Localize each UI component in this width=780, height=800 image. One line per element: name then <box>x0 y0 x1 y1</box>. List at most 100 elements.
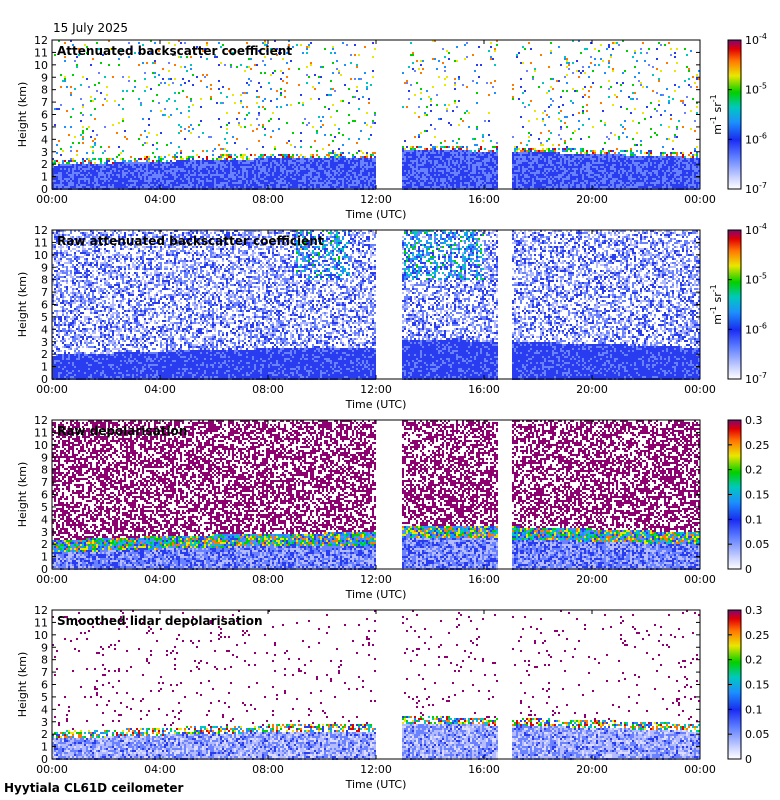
y-axis-label: Height (km) <box>16 652 29 718</box>
y-tick-label: 3 <box>41 336 48 349</box>
colorbar-tick-label: 0.25 <box>745 439 770 452</box>
x-axis-label: Time (UTC) <box>345 588 407 601</box>
y-tick-label: 9 <box>41 261 48 274</box>
x-tick-label: 08:00 <box>252 763 284 776</box>
x-tick-label: 00:00 <box>684 193 716 206</box>
colorbar: 10-7 10-6 10-5 10-4 m-1 sr-1 <box>709 32 767 196</box>
colorbar-tick-label: 0.2 <box>745 654 763 667</box>
y-tick-label: 3 <box>41 716 48 729</box>
x-tick-label: 16:00 <box>468 193 500 206</box>
y-tick-label: 8 <box>41 464 48 477</box>
y-tick-label: 7 <box>41 96 48 109</box>
colorbar-tick-label: 0.3 <box>745 414 763 427</box>
colorbar-tick-label: 10-5 <box>745 82 767 97</box>
x-tick-label: 08:00 <box>252 573 284 586</box>
y-tick-label: 4 <box>41 703 48 716</box>
y-tick-label: 0 <box>41 183 48 196</box>
heatmap-cells <box>52 420 700 570</box>
x-tick-label: 08:00 <box>252 193 284 206</box>
colorbar-tick-label: 10-6 <box>745 131 767 146</box>
y-tick-label: 2 <box>41 158 48 171</box>
x-tick-label: 00:00 <box>36 573 68 586</box>
x-axis-label: Time (UTC) <box>345 398 407 411</box>
y-tick-label: 10 <box>34 59 48 72</box>
x-tick-label: 12:00 <box>360 193 392 206</box>
y-tick-label: 0 <box>41 373 48 386</box>
x-axis-label: Time (UTC) <box>345 778 407 791</box>
colorbar-unit: m-1 sr-1 <box>709 284 724 324</box>
x-tick-label: 00:00 <box>36 383 68 396</box>
y-tick-label: 9 <box>41 641 48 654</box>
y-tick-label: 11 <box>34 236 48 249</box>
colorbar-unit: m-1 sr-1 <box>709 94 724 134</box>
colorbar-tick-label: 0.15 <box>745 489 770 502</box>
y-tick-label: 10 <box>34 249 48 262</box>
colorbar-tick-label: 10-4 <box>745 32 767 47</box>
colorbar-gradient <box>727 229 742 380</box>
panel-title: Smoothed lidar depolarisation <box>57 614 263 628</box>
y-tick-label: 1 <box>41 741 48 754</box>
colorbar-tick-label: 0.2 <box>745 464 763 477</box>
panel-title: Attenuated backscatter coefficient <box>57 44 292 58</box>
y-axis-label: Height (km) <box>16 462 29 528</box>
colorbar-tick-label: 0.05 <box>745 538 770 551</box>
y-tick-label: 9 <box>41 451 48 464</box>
y-tick-label: 0 <box>41 563 48 576</box>
y-tick-label: 11 <box>34 426 48 439</box>
y-tick-label: 10 <box>34 439 48 452</box>
colorbar-tick-label: 0.25 <box>745 629 770 642</box>
y-tick-label: 2 <box>41 538 48 551</box>
y-tick-label: 5 <box>41 311 48 324</box>
y-tick-label: 1 <box>41 551 48 564</box>
y-tick-label: 7 <box>41 476 48 489</box>
y-tick-label: 12 <box>34 604 48 617</box>
x-tick-label: 04:00 <box>144 193 176 206</box>
colorbar-tick-label: 10-7 <box>745 181 767 196</box>
y-tick-label: 6 <box>41 679 48 692</box>
y-tick-label: 4 <box>41 513 48 526</box>
x-axis-label: Time (UTC) <box>345 208 407 221</box>
instrument-label: Hyytiala CL61D ceilometer <box>4 781 183 795</box>
y-tick-label: 3 <box>41 526 48 539</box>
y-tick-label: 4 <box>41 323 48 336</box>
x-tick-label: 20:00 <box>576 763 608 776</box>
y-axis-label: Height (km) <box>16 82 29 148</box>
y-tick-label: 11 <box>34 616 48 629</box>
y-tick-label: 10 <box>34 629 48 642</box>
x-tick-label: 00:00 <box>684 763 716 776</box>
colorbar-tick-label: 10-5 <box>745 272 767 287</box>
y-tick-label: 6 <box>41 489 48 502</box>
x-tick-label: 16:00 <box>468 383 500 396</box>
y-tick-label: 7 <box>41 286 48 299</box>
y-tick-label: 0 <box>41 753 48 766</box>
panel-title: Raw depolarisation <box>57 424 187 438</box>
colorbar: 0 0.05 0.1 0.15 0.2 0.25 0.3 <box>727 414 770 576</box>
x-tick-label: 00:00 <box>36 193 68 206</box>
x-tick-label: 16:00 <box>468 573 500 586</box>
y-tick-label: 3 <box>41 146 48 159</box>
colorbar: 10-7 10-6 10-5 10-4 m-1 sr-1 <box>709 222 767 386</box>
y-tick-label: 7 <box>41 666 48 679</box>
colorbar-tick-label: 0.3 <box>745 604 763 617</box>
y-tick-label: 1 <box>41 361 48 374</box>
x-tick-label: 04:00 <box>144 573 176 586</box>
y-tick-label: 5 <box>41 501 48 514</box>
colorbar-tick-label: 10-4 <box>745 222 767 237</box>
y-tick-label: 2 <box>41 348 48 361</box>
x-tick-label: 08:00 <box>252 383 284 396</box>
colorbar-tick-label: 0.15 <box>745 679 770 692</box>
x-tick-label: 00:00 <box>684 573 716 586</box>
x-tick-label: 12:00 <box>360 383 392 396</box>
colorbar: 0 0.05 0.1 0.15 0.2 0.25 0.3 <box>727 604 770 766</box>
y-tick-label: 5 <box>41 121 48 134</box>
y-tick-label: 5 <box>41 691 48 704</box>
colorbar-tick-label: 0.05 <box>745 728 770 741</box>
panel-title: Raw attenuated backscatter coefficient <box>57 234 324 248</box>
y-tick-label: 8 <box>41 274 48 287</box>
date-label: 15 July 2025 <box>53 21 128 35</box>
colorbar-tick-label: 0 <box>745 753 752 766</box>
y-tick-label: 6 <box>41 109 48 122</box>
